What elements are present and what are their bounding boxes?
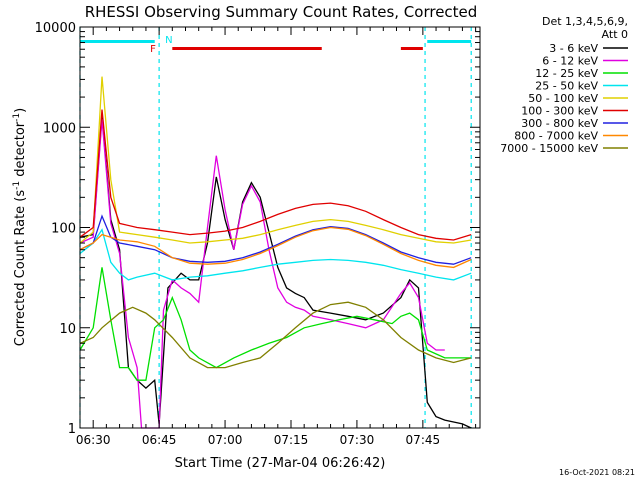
x-tick-label: 07:30: [340, 433, 375, 447]
flare-bar: [400, 47, 423, 50]
flare-flag-label: F: [150, 44, 156, 55]
series-line-100-300-kev: [79, 109, 472, 241]
series-line-7000-15000-kev: [79, 301, 472, 369]
night-bar: [80, 40, 155, 43]
legend-label: 6 - 12 keV: [542, 55, 598, 68]
legend-label: 50 - 100 keV: [528, 92, 598, 105]
flare-bar: [172, 47, 322, 50]
y-axis-label-end: ): [13, 108, 28, 113]
night-flag-label: N: [165, 35, 172, 46]
legend-label: 100 - 300 keV: [521, 105, 598, 118]
legend-label: 800 - 7000 keV: [514, 130, 598, 143]
night-bar: [427, 40, 472, 43]
y-tick-label: 1: [68, 422, 76, 437]
x-tick-label: 07:00: [208, 433, 243, 447]
x-tick-label: 07:45: [406, 433, 441, 447]
y-tick-label: 10000: [35, 21, 76, 36]
series-line-50-100-kev: [79, 76, 472, 244]
x-axis-label: Start Time (27-Mar-04 06:26:42): [175, 456, 386, 471]
y-tick-label: 1000: [43, 121, 76, 136]
x-tick-label: 07:15: [274, 433, 309, 447]
chart-title: RHESSI Observing Summary Count Rates, Co…: [85, 3, 478, 21]
y-tick-label: 100: [51, 222, 76, 237]
x-tick-label: 06:45: [142, 433, 177, 447]
y-axis-label-sup1: -1: [12, 181, 22, 190]
series-line-800-7000-kev: [79, 226, 472, 269]
y-tick-label: 10: [59, 322, 76, 337]
legend-label: 3 - 6 keV: [549, 42, 598, 55]
series-line-25-50-kev: [79, 228, 472, 281]
generated-timestamp: 16-Oct-2021 08:21: [559, 468, 635, 477]
x-tick-label: 06:30: [76, 433, 111, 447]
legend-label: 25 - 50 keV: [535, 80, 598, 93]
series-line-6-12-kev: [79, 119, 445, 429]
legend-label: 12 - 25 keV: [535, 67, 598, 80]
legend-label: 7000 - 15000 keV: [500, 142, 598, 155]
x-axis: 06:30 06:45 07:00 07:15 07:30 07:45: [76, 27, 477, 447]
detectors-label-2: Att 0: [602, 28, 628, 41]
y-axis-label-mid: detector: [13, 121, 28, 181]
y-axis-label: Corrected Count Rate (s-1 detector-1): [12, 108, 28, 346]
plot-area: [79, 76, 472, 429]
y-axis-label-sup2: -1: [12, 113, 22, 122]
y-axis-label-main: Corrected Count Rate (s: [13, 190, 28, 347]
series-line-300-800-kev: [79, 214, 472, 265]
detectors-label-1: Det 1,3,4,5,6,9,: [542, 15, 628, 28]
series-line-12-25-kev: [79, 267, 472, 381]
legend-label: 300 - 800 keV: [521, 117, 598, 130]
y-axis: 1 10 100 1000 10000: [35, 21, 480, 437]
